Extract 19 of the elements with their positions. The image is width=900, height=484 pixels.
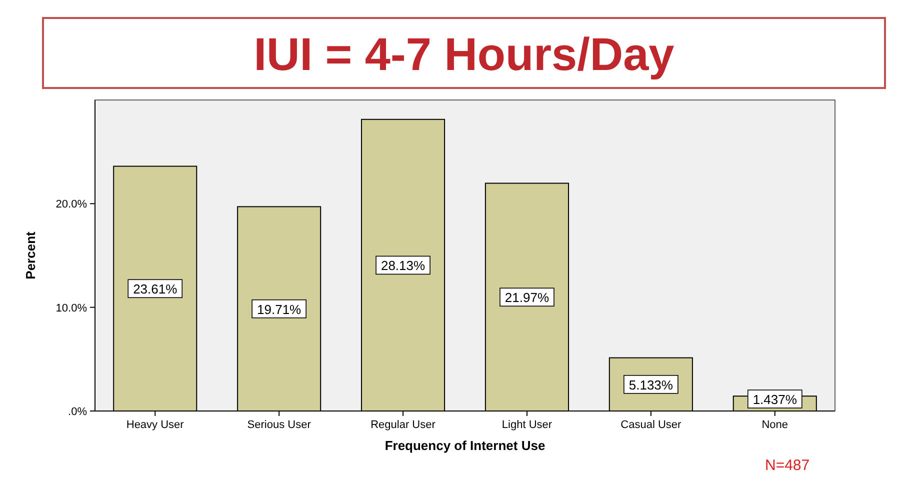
y-tick-label: 10.0% [56,302,88,314]
chart-title: IUI = 4-7 Hours/Day [254,28,675,80]
data-label: 21.97% [504,290,550,306]
x-tick-label: Light User [502,419,552,431]
x-axis-title: Frequency of Internet Use [384,438,546,453]
y-axis-title: Percent [23,230,38,280]
data-label: 23.61% [133,282,178,297]
y-tick-label: 20.0% [56,198,88,211]
data-label: 19.71% [257,302,302,317]
x-tick-label: None [762,419,788,431]
data-label: 5.133% [628,377,674,392]
x-tick-label: Serious User [247,419,312,431]
x-tick-label: Casual User [620,419,682,431]
data-label: 1.437% [752,392,798,407]
x-tick-label: Heavy User [126,419,184,431]
y-tick-label: .0% [68,406,88,418]
data-label: 28.13% [380,258,426,274]
x-tick-label: Regular User [370,419,436,431]
text: N=487 [765,457,810,474]
